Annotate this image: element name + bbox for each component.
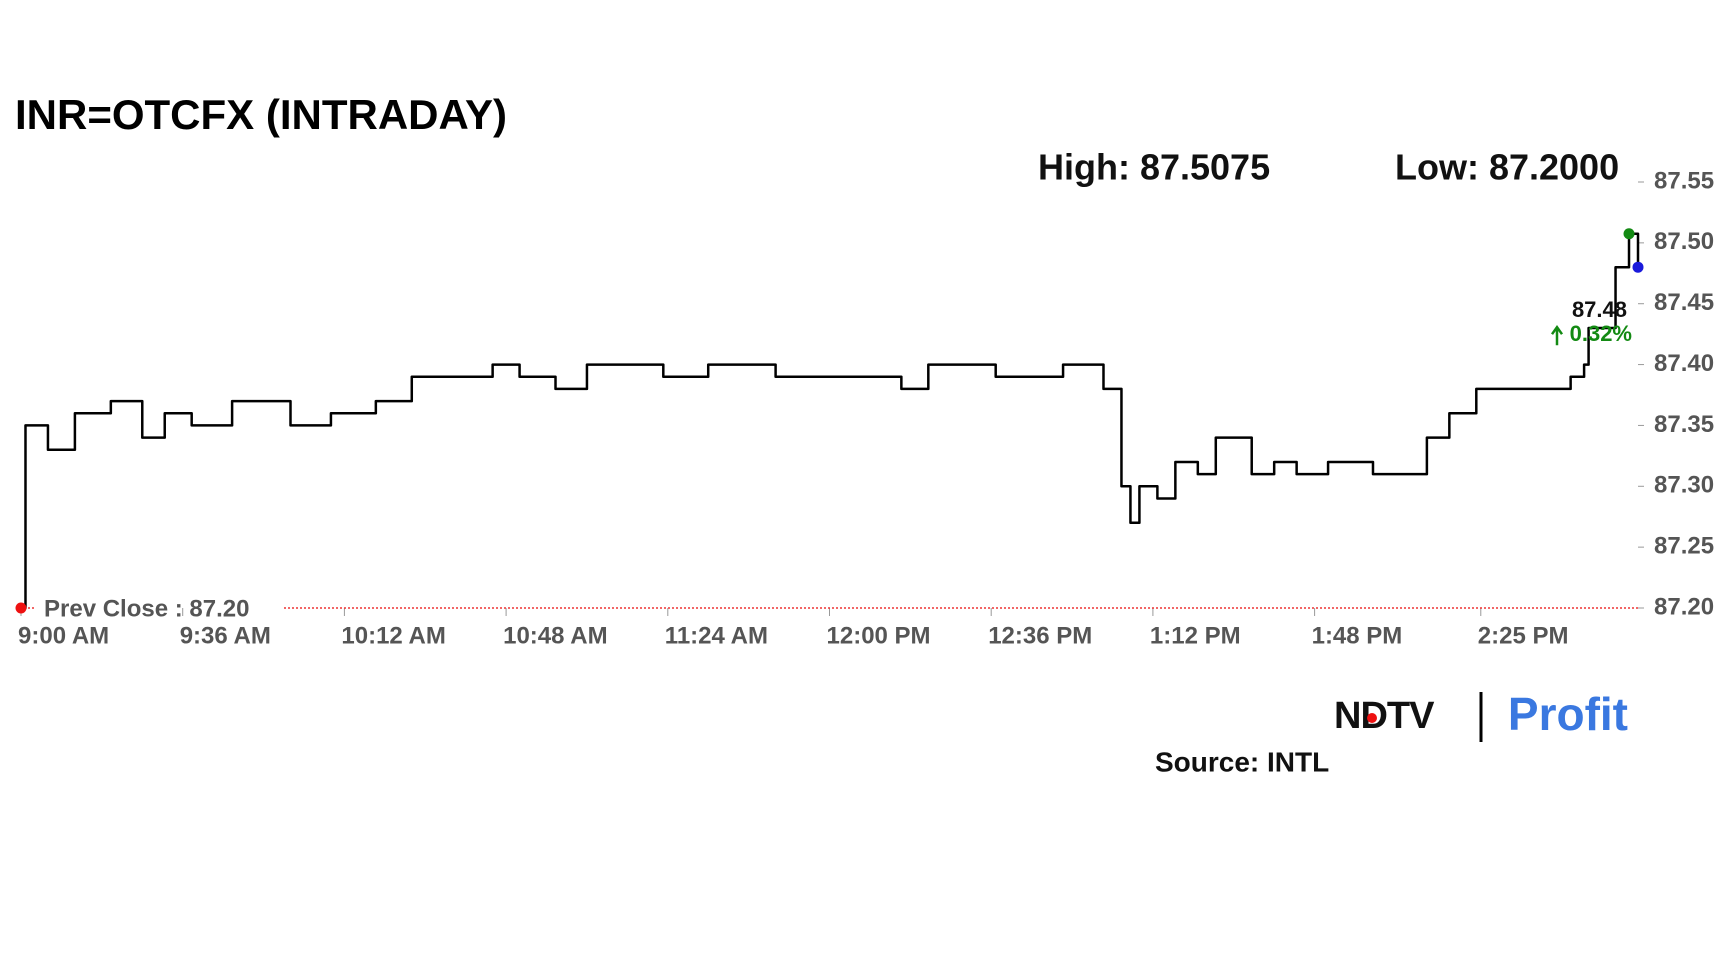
x-tick-label: 1:12 PM — [1150, 622, 1241, 649]
x-tick-label: 10:12 AM — [341, 622, 445, 649]
low-label: Low: 87.2000 — [1395, 147, 1619, 188]
y-tick-label: 87.20 — [1654, 593, 1714, 620]
x-tick-label: 1:48 PM — [1312, 622, 1403, 649]
y-tick-label: 87.40 — [1654, 350, 1714, 377]
prev-close-label: Prev Close : 87.20 — [44, 595, 249, 622]
logo-dot — [1367, 713, 1377, 723]
chart-title: INR=OTCFX (INTRADAY) — [15, 91, 507, 138]
x-tick-label: 11:24 AM — [665, 622, 768, 649]
x-tick-label: 12:36 PM — [988, 622, 1092, 649]
y-tick-label: 87.45 — [1654, 289, 1714, 316]
y-tick-label: 87.30 — [1654, 472, 1714, 499]
x-tick-label: 2:25 PM — [1478, 622, 1569, 649]
x-tick-label: 9:36 AM — [180, 622, 271, 649]
y-tick-label: 87.35 — [1654, 411, 1714, 438]
up-arrow — [1550, 325, 1564, 346]
point-marker — [15, 602, 27, 614]
change-label: 0.32% — [1570, 321, 1632, 346]
x-tick-label: 9:00 AM — [18, 622, 109, 649]
y-tick-label: 87.55 — [1654, 167, 1714, 194]
x-tick-label: 12:00 PM — [827, 622, 931, 649]
price-line — [21, 232, 1640, 610]
y-tick-label: 87.25 — [1654, 532, 1714, 559]
last-value-label: 87.48 — [1572, 297, 1627, 322]
source: Source: INTL — [1155, 746, 1329, 777]
logo-ndtv: NDTV — [1334, 695, 1435, 737]
logo-profit: Profit — [1508, 688, 1628, 740]
point-marker — [1632, 261, 1644, 273]
high-label: High: 87.5075 — [1038, 147, 1270, 188]
point-marker — [1623, 228, 1635, 240]
y-tick-label: 87.50 — [1654, 228, 1714, 255]
x-tick-label: 10:48 AM — [503, 622, 607, 649]
